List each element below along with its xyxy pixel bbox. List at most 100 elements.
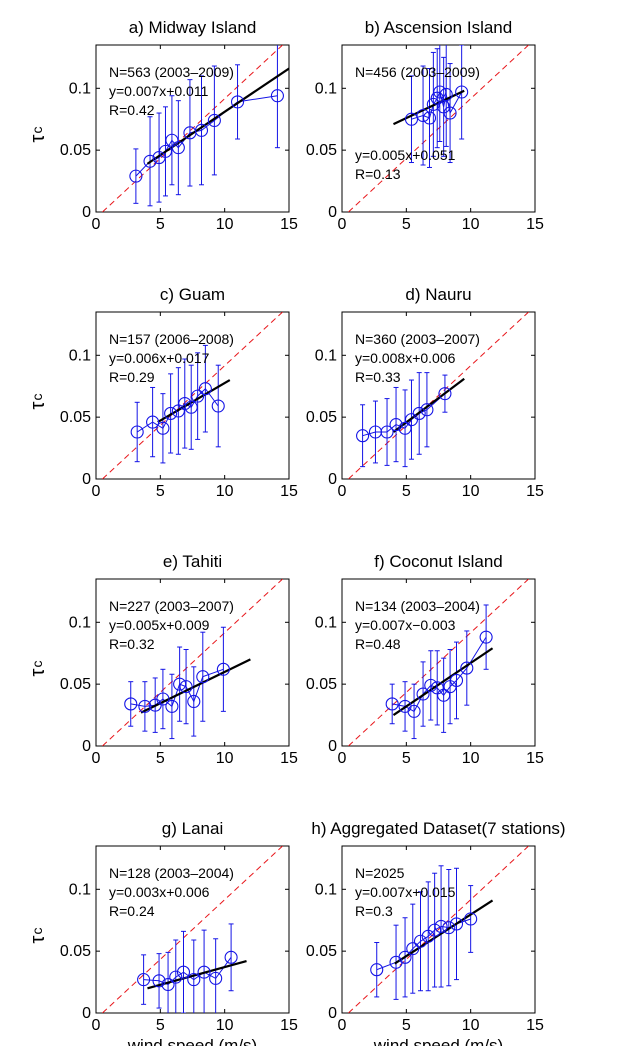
stats-text: y=0.006x+0.017 — [109, 350, 210, 366]
y-tick-label: 0 — [328, 204, 337, 221]
data-point — [207, 113, 221, 128]
reference-line — [348, 45, 529, 212]
stats-text: R=0.13 — [355, 166, 401, 182]
data-point — [179, 680, 193, 694]
x-tick-label: 5 — [402, 483, 411, 500]
panel-title: c) Guam — [160, 285, 225, 304]
stats-text: y=0.007x−0.003 — [355, 617, 456, 633]
stats-text: y=0.007x+0.015 — [355, 884, 456, 900]
stats-text: N=157 (2006–2008) — [109, 331, 234, 347]
data-layer — [102, 312, 283, 479]
x-tick-label: 15 — [526, 750, 544, 767]
y-tick-label: 0.1 — [69, 347, 91, 364]
data-point — [196, 670, 210, 684]
data-point — [455, 85, 469, 99]
data-point — [124, 697, 138, 711]
data-point — [137, 973, 151, 987]
stats-text: N=134 (2003–2004) — [355, 598, 480, 614]
y-tick-label: 0.1 — [315, 614, 337, 631]
reference-line — [348, 846, 529, 1013]
panel-title: b) Ascension Island — [365, 18, 512, 37]
x-tick-label: 0 — [92, 216, 101, 233]
x-tick-label: 0 — [338, 750, 347, 767]
x-tick-label: 10 — [216, 1017, 234, 1034]
x-tick-label: 0 — [92, 483, 101, 500]
reference-line — [102, 846, 283, 1013]
panel-h: h) Aggregated Dataset(7 stations) 0 5 10 15 0… — [306, 819, 566, 1046]
x-tick-label: 10 — [216, 750, 234, 767]
data-point — [449, 917, 464, 931]
data-point — [176, 965, 191, 979]
data-point — [224, 950, 238, 964]
data-layer — [348, 45, 529, 212]
axes-frame — [341, 44, 536, 213]
x-tick-label: 0 — [92, 1017, 101, 1034]
data-point — [198, 382, 212, 396]
y-tick-label: 0 — [82, 738, 91, 755]
data-point — [424, 678, 438, 692]
data-point — [430, 681, 444, 695]
data-point — [152, 974, 166, 988]
panel-a: a) Midway Island 0 5 10 15 0 0.05 0.1 N=563 (200… — [27, 18, 298, 233]
series-line — [362, 393, 446, 437]
axes-frame — [95, 845, 290, 1014]
data-point — [370, 963, 384, 977]
x-tick-label: 5 — [156, 1017, 165, 1034]
axes-frame — [341, 311, 536, 480]
stats-text: N=563 (2003–2009) — [109, 64, 234, 80]
data-point — [173, 677, 187, 691]
panel-title: g) Lanai — [162, 819, 223, 838]
y-axis-label: τc — [27, 661, 49, 677]
data-point — [413, 934, 428, 948]
stats-text: R=0.24 — [109, 903, 155, 919]
panel-title: a) Midway Island — [129, 18, 257, 37]
axes-frame — [95, 578, 290, 747]
x-axis-label: wind speed (m/s) — [127, 1036, 257, 1046]
x-tick-label: 10 — [462, 483, 480, 500]
data-point — [430, 91, 444, 105]
data-point — [479, 630, 493, 644]
panel-b: b) Ascension Island 0 5 10 15 0 0.05 0.1 N=456 (… — [306, 18, 544, 233]
panel-title: e) Tahiti — [163, 552, 222, 571]
data-point — [442, 921, 456, 935]
data-point — [464, 912, 478, 926]
panel-title: d) Nauru — [405, 285, 471, 304]
x-tick-label: 5 — [402, 216, 411, 233]
data-layer — [348, 579, 529, 746]
data-point — [398, 950, 412, 964]
data-layer — [348, 312, 529, 479]
data-layer — [102, 45, 289, 212]
data-point — [143, 154, 157, 168]
data-point — [416, 687, 430, 701]
data-point — [138, 699, 152, 713]
data-layer — [348, 846, 529, 1013]
data-point — [191, 389, 205, 403]
data-point — [169, 970, 183, 984]
panel-f: f) Coconut Island 0 5 10 15 0 0.05 0.1 N=134 (20… — [306, 552, 544, 767]
y-tick-label: 0.1 — [69, 80, 91, 97]
panel-e: e) Tahiti 0 5 10 15 0 0.05 0.1 N=227 (2003–2007)… — [27, 552, 298, 767]
panel-g: g) Lanai 0 5 10 15 0 0.05 0.1 N=128 (2003–2004) y… — [27, 819, 298, 1046]
data-point — [420, 403, 434, 417]
panel-d: d) Nauru 0 5 10 15 0 0.05 0.1 N=360 (2003–2007) y… — [306, 285, 544, 500]
data-point — [184, 400, 198, 414]
data-point — [156, 692, 170, 706]
data-point — [412, 406, 426, 420]
stats-text: N=360 (2003–2007) — [355, 331, 480, 347]
stats-text: R=0.3 — [355, 903, 393, 919]
data-point — [197, 965, 211, 979]
x-tick-label: 0 — [338, 1017, 347, 1034]
y-tick-label: 0.05 — [60, 943, 91, 960]
y-tick-label: 0.05 — [60, 676, 91, 693]
axes-frame — [341, 845, 536, 1014]
data-point — [230, 95, 245, 109]
x-tick-label: 0 — [338, 483, 347, 500]
y-tick-label: 0.05 — [306, 676, 337, 693]
stats-text: N=128 (2003–2004) — [109, 865, 234, 881]
data-point — [211, 399, 225, 413]
stats-text: N=227 (2003–2007) — [109, 598, 234, 614]
reference-line — [102, 312, 283, 479]
x-tick-label: 10 — [216, 216, 234, 233]
y-tick-label: 0 — [82, 1005, 91, 1022]
